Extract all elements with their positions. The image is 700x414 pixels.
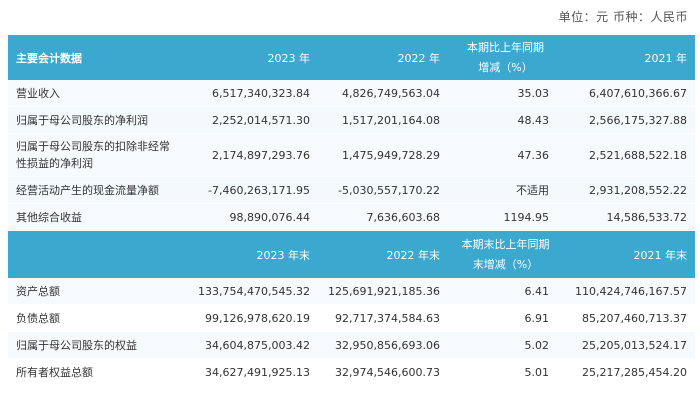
cell-2021: 85,207,460,713.37 <box>563 304 695 332</box>
cell-2023: -7,460,263,171.95 <box>188 176 318 204</box>
cell-change: 5.01 <box>448 358 563 386</box>
cell-2021: 2,566,175,327.88 <box>563 106 695 134</box>
cell-change: 1194.95 <box>448 203 563 231</box>
cell-2021: 6,407,610,366.67 <box>563 80 695 107</box>
cell-2022: 32,950,856,693.06 <box>318 331 448 359</box>
header-2021: 2021 年 <box>563 35 695 80</box>
row-label: 经营活动产生的现金流量净额 <box>8 176 188 204</box>
cell-2021: 110,424,746,167.57 <box>563 278 695 305</box>
table-row: 归属于母公司股东的净利润 2,252,014,571.30 1,517,201,… <box>8 106 695 134</box>
cell-2021: 2,521,688,522.18 <box>563 133 695 177</box>
row-label: 资产总额 <box>8 278 188 305</box>
cell-2023: 6,517,340,323.84 <box>188 80 318 107</box>
table-row: 其他综合收益 98,890,076.44 7,636,603.68 1194.9… <box>8 203 695 231</box>
table-row: 归属于母公司股东的扣除非经常性损益的净利润 2,174,897,293.76 1… <box>8 133 695 177</box>
cell-2021: 14,586,533.72 <box>563 203 695 231</box>
cell-2022: 4,826,749,563.04 <box>318 80 448 107</box>
cell-change: 不适用 <box>448 176 563 204</box>
cell-change: 5.02 <box>448 331 563 359</box>
row-label: 归属于母公司股东的权益 <box>8 331 188 359</box>
cell-2023: 34,627,491,925.13 <box>188 358 318 386</box>
header-2022: 2022 年 <box>318 35 448 80</box>
cell-2022: 125,691,921,185.36 <box>318 278 448 305</box>
row-label: 所有者权益总额 <box>8 358 188 386</box>
cell-2022: 32,974,546,600.73 <box>318 358 448 386</box>
cell-2021: 2,931,208,552.22 <box>563 176 695 204</box>
table-row: 经营活动产生的现金流量净额 -7,460,263,171.95 -5,030,5… <box>8 176 695 204</box>
row-label: 归属于母公司股东的扣除非经常性损益的净利润 <box>8 133 188 177</box>
table-header-year-end: 2023 年末 2022 年末 本期末比上年同期 末增减（%） 2021 年末 <box>8 230 695 278</box>
cell-2023: 98,890,076.44 <box>188 203 318 231</box>
unit-currency-note: 单位：元 币种：人民币 <box>558 10 688 24</box>
cell-2023: 133,754,470,545.32 <box>188 278 318 305</box>
row-label: 营业收入 <box>8 80 188 107</box>
cell-2022: 1,475,949,728.29 <box>318 133 448 177</box>
table-row: 负债总额 99,126,978,620.19 92,717,374,584.63… <box>8 304 695 332</box>
cell-change: 6.41 <box>448 278 563 305</box>
header-2023: 2023 年 <box>188 35 318 80</box>
cell-2022: 92,717,374,584.63 <box>318 304 448 332</box>
cell-2023: 34,604,875,003.42 <box>188 331 318 359</box>
header-item <box>8 230 188 278</box>
cell-change: 6.91 <box>448 304 563 332</box>
header-2021-end: 2021 年末 <box>563 230 695 278</box>
header-change-end: 本期末比上年同期 末增减（%） <box>448 230 563 278</box>
header-change-end-line2: 末增减（%） <box>472 257 539 271</box>
header-item: 主要会计数据 <box>8 35 188 80</box>
header-2023-end: 2023 年末 <box>188 230 318 278</box>
cell-2021: 25,205,013,524.17 <box>563 331 695 359</box>
cell-change: 35.03 <box>448 80 563 107</box>
cell-2022: -5,030,557,170.22 <box>318 176 448 204</box>
cell-2021: 25,217,285,454.20 <box>563 358 695 386</box>
cell-2022: 1,517,201,164.08 <box>318 106 448 134</box>
cell-change: 48.43 <box>448 106 563 134</box>
table-header-annual: 主要会计数据 2023 年 2022 年 本期比上年同期 增减（%） 2021 … <box>8 35 695 80</box>
cell-2023: 2,252,014,571.30 <box>188 106 318 134</box>
table-row: 归属于母公司股东的权益 34,604,875,003.42 32,950,856… <box>8 331 695 359</box>
row-label: 负债总额 <box>8 304 188 332</box>
header-change: 本期比上年同期 增减（%） <box>448 35 563 80</box>
table-row: 所有者权益总额 34,627,491,925.13 32,974,546,600… <box>8 358 695 386</box>
header-change-line2: 增减（%） <box>478 60 533 74</box>
header-2022-end: 2022 年末 <box>318 230 448 278</box>
header-change-end-line1: 本期末比上年同期 <box>461 237 550 251</box>
row-label: 归属于母公司股东的净利润 <box>8 106 188 134</box>
row-label: 其他综合收益 <box>8 203 188 231</box>
cell-2022: 7,636,603.68 <box>318 203 448 231</box>
table-row: 资产总额 133,754,470,545.32 125,691,921,185.… <box>8 278 695 305</box>
accounting-data-table: 主要会计数据 2023 年 2022 年 本期比上年同期 增减（%） 2021 … <box>8 35 695 386</box>
cell-2023: 99,126,978,620.19 <box>188 304 318 332</box>
cell-change: 47.36 <box>448 133 563 177</box>
cell-2023: 2,174,897,293.76 <box>188 133 318 177</box>
table-row: 营业收入 6,517,340,323.84 4,826,749,563.04 3… <box>8 80 695 107</box>
header-change-line1: 本期比上年同期 <box>467 40 544 54</box>
